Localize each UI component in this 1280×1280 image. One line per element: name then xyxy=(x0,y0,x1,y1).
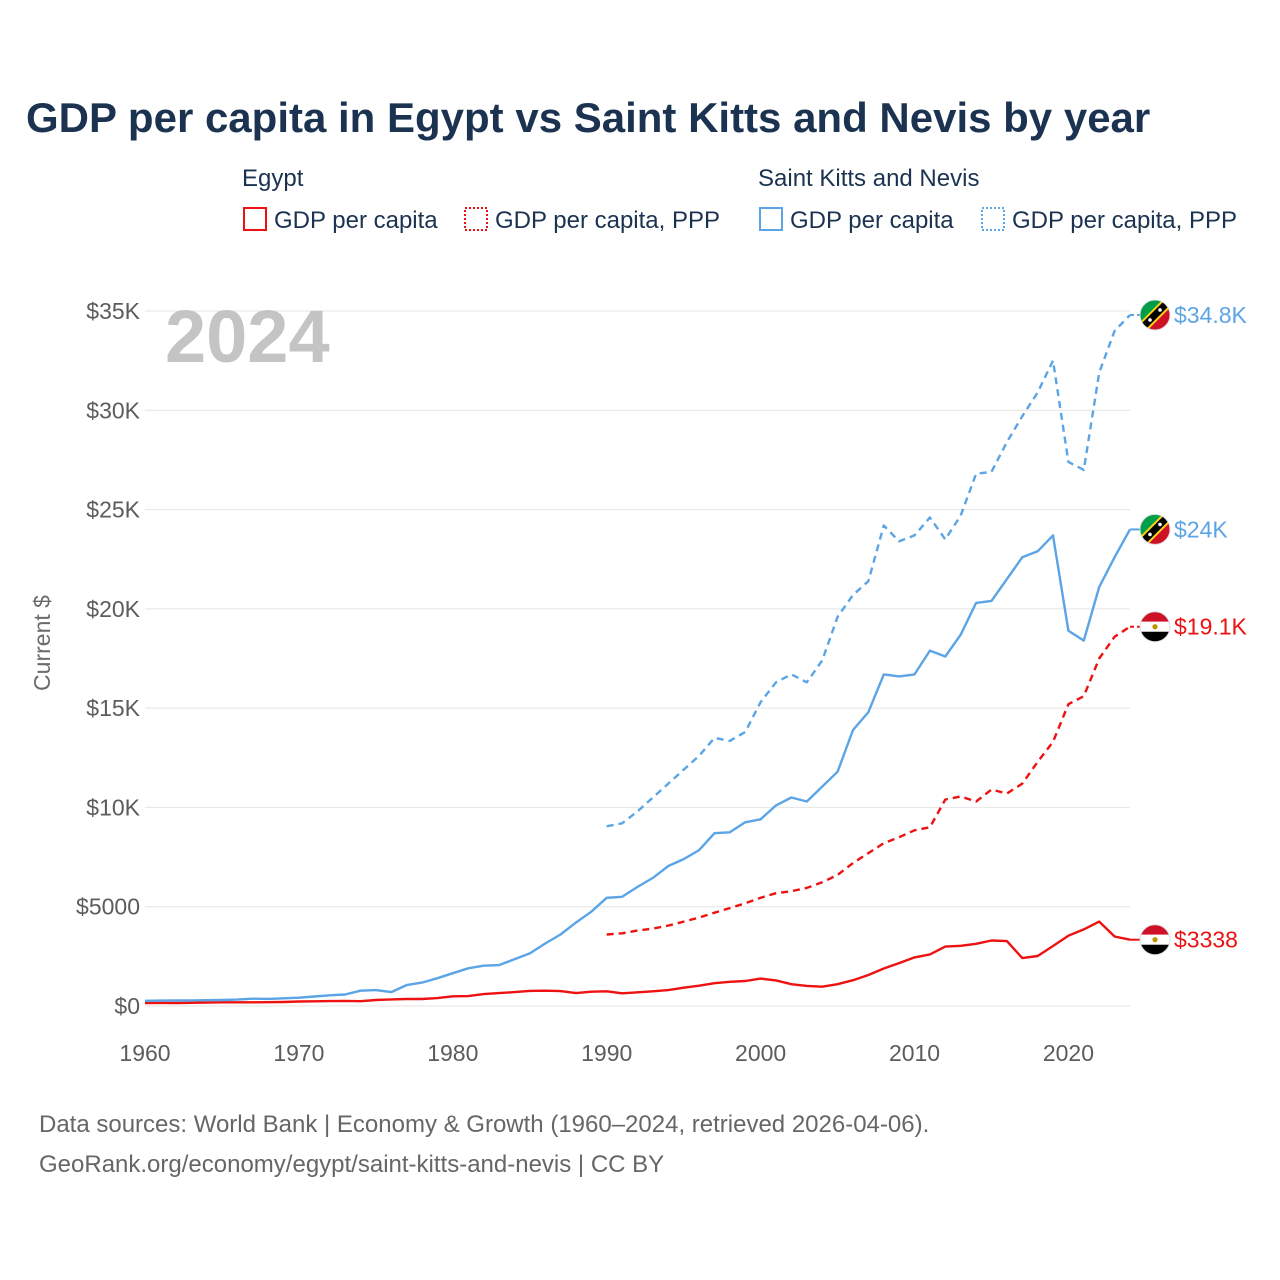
y-tick-label: $35K xyxy=(86,298,140,324)
end-label-skn-gdp: $24K xyxy=(1174,516,1228,542)
gridlines xyxy=(145,310,1130,1007)
x-tick-label: 2020 xyxy=(1043,1040,1094,1066)
end-markers: $3338 $19.1K $24K $34.8K xyxy=(1130,299,1248,956)
legend-swatch-egypt-gdp xyxy=(243,207,267,231)
end-label-egypt-gdp: $3338 xyxy=(1174,927,1238,953)
y-tick-label: $25K xyxy=(86,497,140,523)
y-tick-label: $30K xyxy=(86,397,140,423)
x-tick-label: 1960 xyxy=(119,1040,170,1066)
flag-ring xyxy=(1139,513,1171,545)
egypt-flag-icon xyxy=(1140,611,1170,642)
saint-kitts-and-nevis-flag-icon xyxy=(1140,299,1170,330)
x-tick-label: 1980 xyxy=(427,1040,478,1066)
series-line-egypt-gdp xyxy=(144,920,1131,1005)
y-tick-label: $20K xyxy=(86,596,140,622)
legend-swatch-skn-ppp xyxy=(981,207,1005,231)
x-tick-label: 1990 xyxy=(581,1040,632,1066)
flag-ring xyxy=(1139,611,1171,643)
legend-item-egypt-ppp: GDP per capita, PPP xyxy=(495,207,720,234)
end-label-skn-ppp: $34.8K xyxy=(1174,302,1248,328)
legend-item-egypt-gdp: GDP per capita xyxy=(274,207,438,234)
x-axis-ticks: 1960 1970 1980 1990 2000 2010 2020 xyxy=(119,1040,1094,1066)
y-tick-label: $5000 xyxy=(76,894,140,920)
y-tick-label: $15K xyxy=(86,695,140,721)
x-tick-label: 2010 xyxy=(889,1040,940,1066)
egypt-flag-icon xyxy=(1140,924,1170,955)
x-tick-label: 1970 xyxy=(273,1040,324,1066)
legend-group-skn: Saint Kitts and Nevis xyxy=(758,165,979,192)
legend-swatch-egypt-ppp xyxy=(464,207,488,231)
source-line-2: GeoRank.org/economy/egypt/saint-kitts-an… xyxy=(39,1151,664,1178)
series-line-egypt-ppp xyxy=(606,625,1131,936)
y-axis-ticks: $0 $5000 $10K $15K $20K $25K $30K $35K xyxy=(76,298,141,1019)
legend-item-skn-gdp: GDP per capita xyxy=(790,207,954,234)
series-lines xyxy=(144,314,1132,1005)
saint-kitts-and-nevis-flag-icon xyxy=(1140,514,1170,545)
y-axis-label: Current $ xyxy=(29,595,55,691)
y-tick-label: $10K xyxy=(86,794,140,820)
series-line-skn-gdp xyxy=(144,528,1132,1002)
legend-item-skn-ppp: GDP per capita, PPP xyxy=(1012,207,1237,234)
y-tick-label: $0 xyxy=(114,993,140,1019)
flag-ring xyxy=(1139,924,1171,956)
legend: Egypt GDP per capita GDP per capita, PPP… xyxy=(242,165,1237,234)
year-watermark: 2024 xyxy=(165,295,330,378)
chart-title: GDP per capita in Egypt vs Saint Kitts a… xyxy=(26,94,1150,141)
end-label-egypt-ppp: $19.1K xyxy=(1174,614,1248,640)
source-line-1: Data sources: World Bank | Economy & Gro… xyxy=(39,1111,929,1138)
flag-ring xyxy=(1139,299,1171,331)
x-tick-label: 2000 xyxy=(735,1040,786,1066)
series-line-skn-ppp xyxy=(606,314,1131,828)
legend-group-egypt: Egypt xyxy=(242,165,304,192)
legend-swatch-skn-gdp xyxy=(759,207,783,231)
